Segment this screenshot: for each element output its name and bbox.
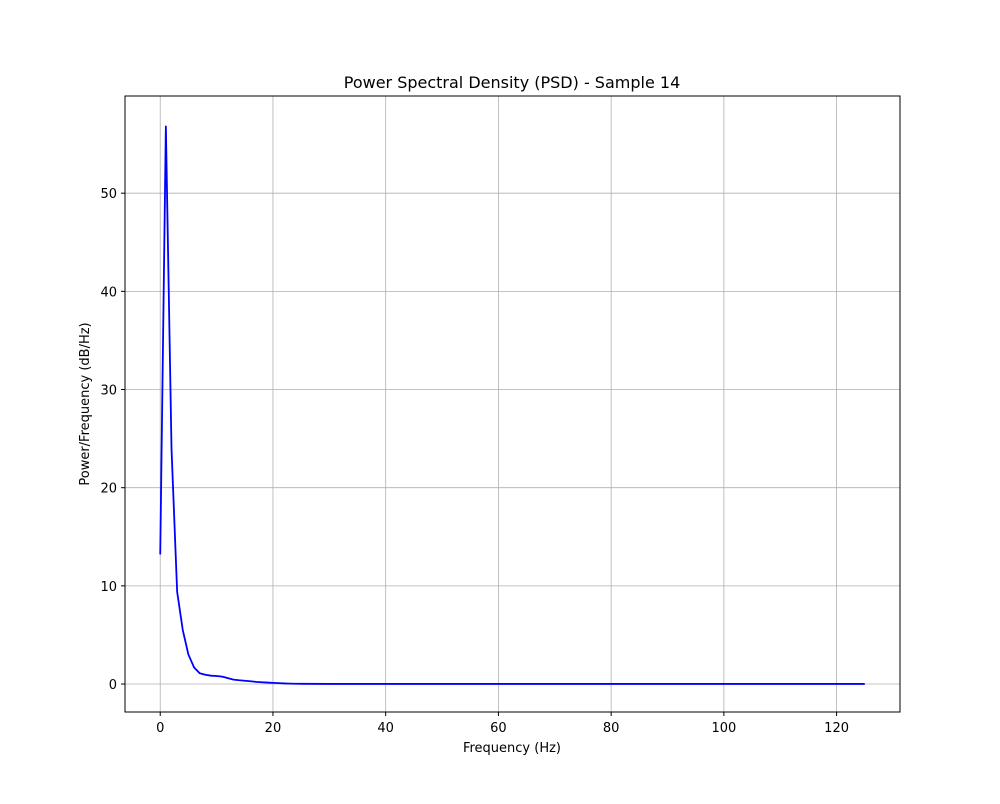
chart-title: Power Spectral Density (PSD) - Sample 14 (344, 73, 681, 92)
y-tick-label: 50 (100, 187, 117, 202)
x-tick-label: 80 (603, 721, 620, 736)
y-axis-label: Power/Frequency (dB/Hz) (78, 322, 93, 485)
x-tick-label: 120 (824, 721, 849, 736)
x-tick-label: 20 (265, 721, 282, 736)
y-axis-ticks: 0 10 20 30 40 50 (100, 187, 125, 693)
x-tick-label: 60 (490, 721, 507, 736)
y-tick-label: 40 (100, 285, 117, 300)
x-tick-label: 100 (711, 721, 736, 736)
y-tick-label: 20 (100, 482, 117, 497)
psd-series-line (159, 125, 865, 685)
y-tick-label: 0 (109, 678, 117, 693)
x-axis-ticks: 0 20 40 60 80 100 120 (156, 712, 849, 736)
x-axis-label: Frequency (Hz) (463, 741, 561, 756)
x-tick-label: 0 (156, 721, 164, 736)
plot-area (125, 96, 900, 712)
y-tick-label: 10 (100, 580, 117, 595)
y-tick-label: 30 (100, 384, 117, 399)
series-layer (159, 125, 865, 685)
plot-frame (124, 95, 901, 713)
x-tick-label: 40 (377, 721, 394, 736)
grid-lines (125, 96, 900, 712)
